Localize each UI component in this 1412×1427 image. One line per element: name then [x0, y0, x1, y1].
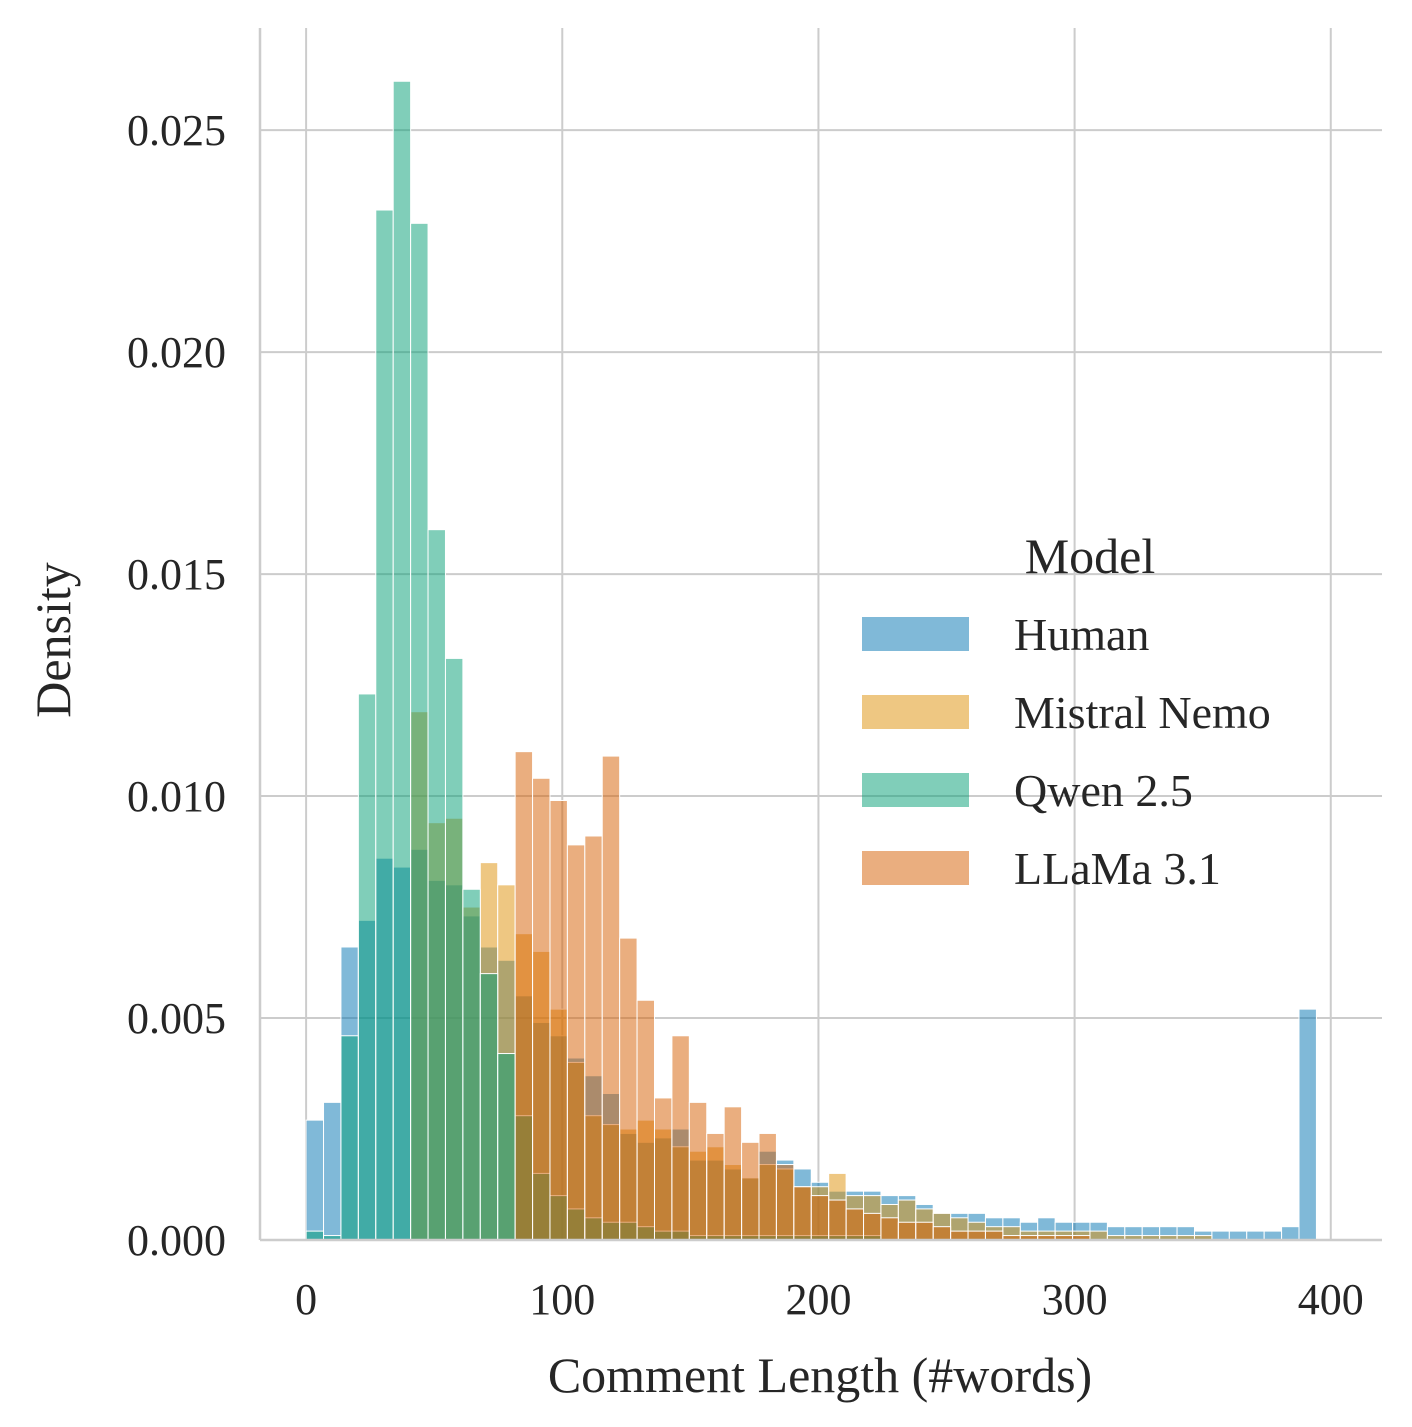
bar — [688, 1101, 708, 1241]
bar — [845, 1208, 865, 1241]
legend-label: Qwen 2.5 — [1014, 765, 1193, 816]
bar — [549, 799, 568, 1241]
bar — [566, 844, 586, 1241]
x-tick-label: 100 — [529, 1275, 595, 1324]
tick-labels: 0 100 200 300 400 0.000 0.005 0.010 0.015 0.020 0.… — [127, 106, 1364, 1324]
y-tick-label: 0.000 — [127, 1216, 226, 1265]
bar — [706, 1132, 725, 1241]
legend: Model Human Mistral Nemo Qwen 2.5 LLaMa 3.1 — [862, 528, 1271, 894]
bar — [514, 751, 534, 1241]
bar — [950, 1230, 969, 1241]
legend-swatch — [862, 851, 969, 885]
bar — [758, 1132, 777, 1241]
x-tick-label: 0 — [295, 1275, 317, 1324]
x-tick-label: 300 — [1042, 1275, 1108, 1324]
bar — [653, 1097, 673, 1241]
bar — [532, 777, 551, 1241]
bar — [357, 693, 377, 1241]
bar — [723, 1106, 743, 1241]
y-axis-title: Density — [25, 562, 81, 718]
bar — [967, 1230, 986, 1241]
bar — [880, 1217, 899, 1241]
bar — [305, 1230, 325, 1241]
bar — [828, 1199, 847, 1241]
y-tick-label: 0.020 — [127, 328, 226, 377]
bar — [932, 1226, 952, 1241]
bar — [444, 657, 464, 1241]
y-tick-label: 0.005 — [127, 994, 226, 1043]
bar — [584, 835, 603, 1241]
legend-label: Human — [1014, 609, 1149, 660]
bar — [1281, 1226, 1300, 1241]
bar — [863, 1212, 882, 1241]
bar — [427, 529, 446, 1241]
bar — [671, 1035, 690, 1241]
bar — [793, 1186, 812, 1241]
bar — [601, 755, 621, 1241]
bar — [479, 973, 499, 1241]
bar — [375, 209, 394, 1241]
bar — [1246, 1230, 1265, 1241]
bar — [392, 80, 412, 1241]
bar — [1228, 1230, 1248, 1241]
legend-label: Mistral Nemo — [1014, 687, 1271, 738]
bar — [915, 1221, 934, 1241]
series-3-bars — [514, 751, 1091, 1241]
legend-swatch — [862, 617, 969, 651]
x-axis-title: Comment Length (#words) — [548, 1347, 1092, 1403]
bar — [1298, 1008, 1317, 1241]
axis-spines — [258, 28, 1382, 1242]
bar — [1263, 1230, 1283, 1241]
bar — [897, 1221, 917, 1241]
y-tick-label: 0.015 — [127, 550, 226, 599]
bar — [410, 222, 429, 1241]
legend-title: Model — [1025, 528, 1156, 584]
bar — [1089, 1230, 1108, 1241]
legend-swatch — [862, 773, 969, 807]
legend-swatch — [862, 695, 969, 729]
bar — [775, 1164, 795, 1241]
bar — [497, 1053, 516, 1241]
bar — [323, 1101, 342, 1241]
bar — [810, 1195, 830, 1241]
bar — [1211, 1230, 1230, 1241]
bar — [340, 1035, 359, 1241]
bar — [305, 1119, 325, 1241]
y-tick-label: 0.010 — [127, 772, 226, 821]
x-tick-label: 200 — [785, 1275, 851, 1324]
x-tick-label: 400 — [1298, 1275, 1364, 1324]
legend-label: LLaMa 3.1 — [1014, 843, 1221, 894]
bar — [741, 1141, 760, 1241]
bar — [984, 1230, 1004, 1241]
bar — [462, 888, 481, 1241]
bar — [636, 999, 655, 1241]
histogram-bars — [305, 80, 1317, 1241]
bar — [619, 937, 638, 1241]
y-tick-label: 0.025 — [127, 106, 226, 155]
